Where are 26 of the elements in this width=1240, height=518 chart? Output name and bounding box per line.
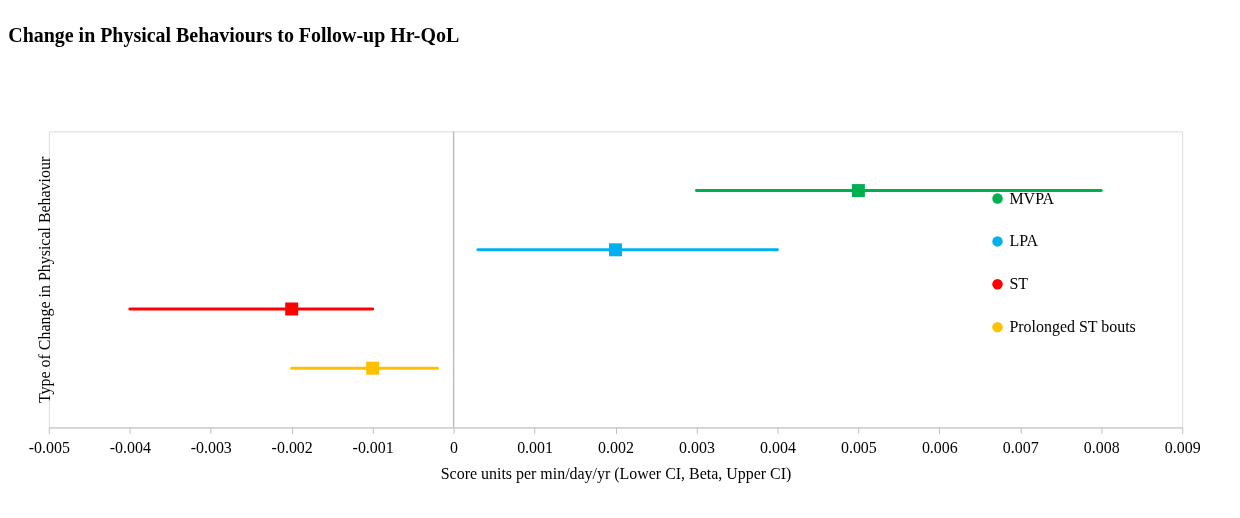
- x-tick-label: 0.009: [1164, 438, 1201, 456]
- chart-title: Change in Physical Behaviours to Follow-up Hr-QoL: [8, 23, 460, 47]
- x-tick-label: 0: [450, 438, 459, 456]
- point: [285, 302, 299, 316]
- legend-label: LPA: [1009, 232, 1039, 250]
- legend-label: ST: [1009, 275, 1029, 293]
- x-tick-label: -0.001: [352, 438, 394, 456]
- legend-label: MVPA: [1009, 189, 1055, 207]
- legend-label: Prolonged ST bouts: [1009, 318, 1136, 337]
- x-tick-label: 0.005: [840, 438, 877, 456]
- point: [366, 361, 380, 375]
- x-tick-label: 0.003: [679, 438, 715, 456]
- x-tick-label: 0.007: [1002, 438, 1039, 456]
- x-tick-label: 0.004: [759, 438, 796, 456]
- y-axis-title: Type of Change in Physical Behaviour: [36, 156, 55, 404]
- point: [609, 243, 623, 257]
- point: [851, 184, 865, 198]
- x-tick-label: 0.008: [1083, 438, 1120, 456]
- x-tick-label: -0.002: [271, 438, 313, 456]
- x-tick-label: -0.004: [109, 438, 151, 456]
- x-tick-label: 0.002: [598, 438, 634, 456]
- x-tick-label: -0.003: [190, 438, 232, 456]
- x-tick-label: 0.006: [921, 438, 958, 456]
- x-axis-title: Score units per min/day/yr (Lower CI, Beta, Upper CI): [440, 464, 792, 483]
- x-tick-label: -0.005: [28, 438, 70, 456]
- x-tick-label: 0.001: [517, 438, 554, 456]
